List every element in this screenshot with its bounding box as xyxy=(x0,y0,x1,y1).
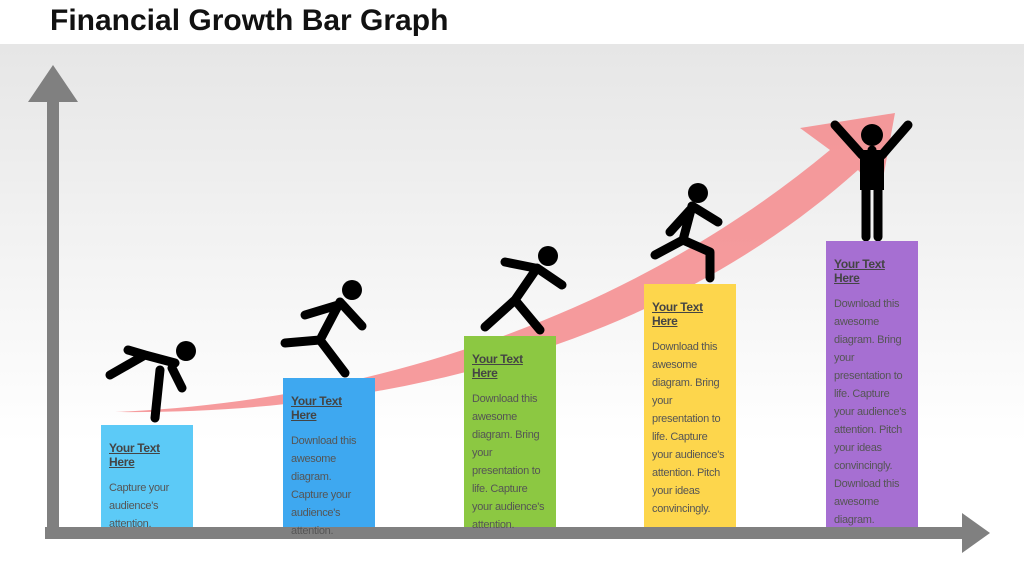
bar-text: Download this xyxy=(652,341,718,353)
figure-4 xyxy=(650,183,723,283)
bar: Your Text Here Download this awesome diagra… xyxy=(464,336,556,531)
bar: Your Text Here Capture your audience's atte… xyxy=(101,425,193,530)
x-axis-head xyxy=(962,513,990,553)
bar-text: Download this xyxy=(472,393,538,405)
bar-text: attention. xyxy=(472,519,515,531)
bar-text: Capture your xyxy=(291,489,351,501)
bar-text: audience's xyxy=(109,500,159,512)
bar: Your Text Here Download this awesome diagra… xyxy=(283,378,375,537)
bar: Your Text Here Download this awesome diagra… xyxy=(644,284,736,527)
bar-text: your audience's xyxy=(652,449,725,461)
bar-text: awesome xyxy=(652,359,697,371)
bar-text: audience's xyxy=(291,507,341,519)
title: Financial Growth Bar Graph xyxy=(50,4,449,37)
bar-text: awesome xyxy=(472,411,517,423)
bar-text: your audience's xyxy=(834,406,907,418)
bar-text: attention. Pitch xyxy=(652,467,720,479)
bar-text: awesome xyxy=(834,496,879,508)
bar-text: attention. Pitch xyxy=(834,424,902,436)
bar-text: Download this xyxy=(291,435,357,447)
bar-heading: Your Text Here xyxy=(472,352,523,380)
bar-text: your ideas xyxy=(834,442,882,454)
figure-1 xyxy=(105,341,196,423)
figure-3 xyxy=(480,246,567,335)
bar-text: your audience's xyxy=(472,501,545,513)
bar: Your Text Here Download this awesome diagra… xyxy=(826,241,918,527)
bar-text: your xyxy=(472,447,493,459)
bar-text: your xyxy=(652,395,673,407)
bar-text: Capture your xyxy=(109,482,169,494)
bar-text: diagram. xyxy=(291,471,332,483)
bar-text: presentation to xyxy=(652,413,721,425)
bar-text: awesome xyxy=(834,316,879,328)
bar-text: attention. xyxy=(291,525,334,537)
bar-text: convincingly. xyxy=(834,460,893,472)
bar-text: life. Capture xyxy=(834,388,890,400)
bar-text: diagram. Bring xyxy=(834,334,902,346)
bar-text: presentation to xyxy=(472,465,541,477)
bar-text: presentation to xyxy=(834,370,903,382)
bar-text: Download this xyxy=(834,478,900,490)
figures xyxy=(105,120,913,423)
x-axis xyxy=(45,527,970,539)
figure-2 xyxy=(280,280,367,378)
y-axis-head xyxy=(28,65,78,102)
bar-text: diagram. xyxy=(834,514,875,526)
bar-text: life. Capture xyxy=(652,431,708,443)
bar-text: diagram. Bring xyxy=(652,377,720,389)
bar-text: life. Capture xyxy=(472,483,528,495)
bar-text: convincingly. xyxy=(652,503,711,515)
bar-heading: Your Text Here xyxy=(291,394,342,422)
bar-text: attention. xyxy=(109,518,152,530)
bar-text: your xyxy=(834,352,855,364)
bar-heading: Your Text Here xyxy=(109,441,160,469)
bar-text: your ideas xyxy=(652,485,700,497)
y-axis xyxy=(47,95,59,535)
bar-heading: Your Text Here xyxy=(652,300,703,328)
bar-text: diagram. Bring xyxy=(472,429,540,441)
bar-heading: Your Text Here xyxy=(834,257,885,285)
figure-5 xyxy=(830,120,913,242)
bar-text: Download this xyxy=(834,298,900,310)
bar-text: awesome xyxy=(291,453,336,465)
